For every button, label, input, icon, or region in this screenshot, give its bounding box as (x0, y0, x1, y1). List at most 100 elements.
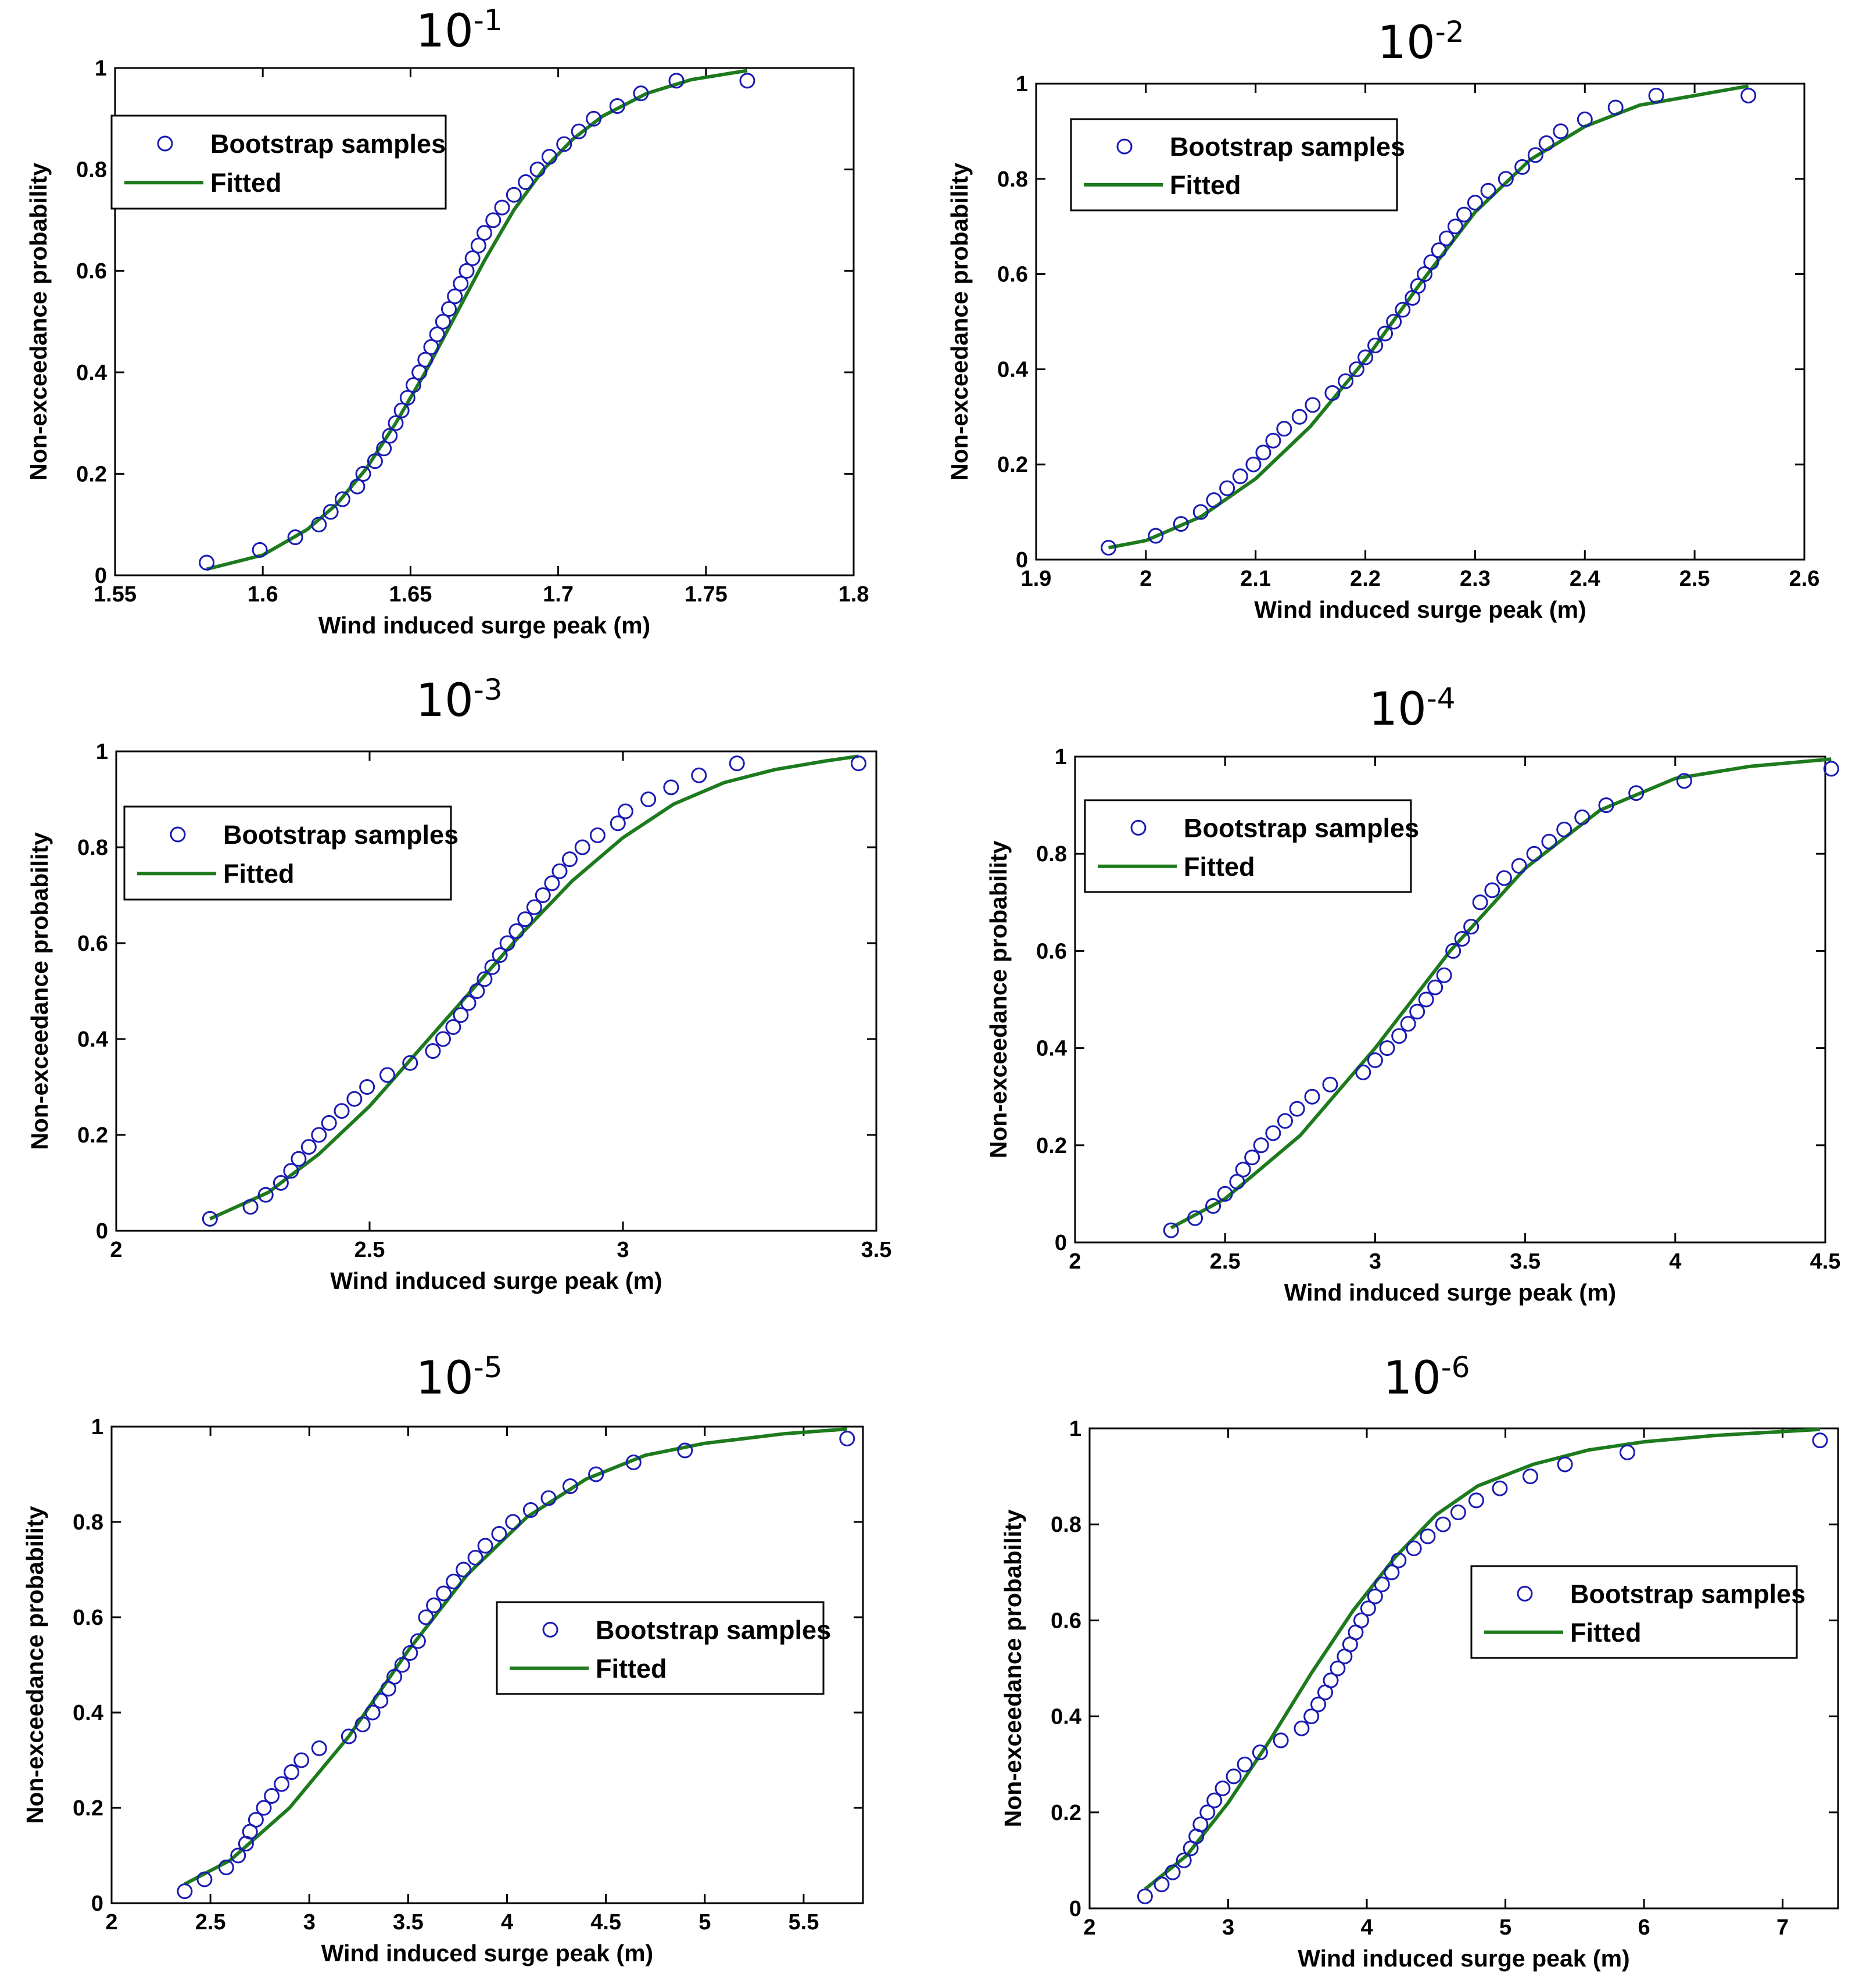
y-tick-label: 0.4 (997, 357, 1028, 382)
bootstrap-sample-point (1436, 967, 1452, 983)
x-tick-label: 1.65 (389, 582, 432, 607)
bootstrap-sample-point (417, 352, 434, 368)
bootstrap-sample-point (1348, 361, 1364, 377)
bootstrap-sample-point (494, 199, 510, 216)
y-tick-label: 1 (1016, 72, 1028, 96)
fitted-curve (1144, 1427, 1821, 1891)
y-tick-label: 0.2 (1036, 1134, 1067, 1158)
fitted-curve (1170, 757, 1832, 1230)
bootstrap-sample-point (1496, 870, 1512, 886)
bootstrap-sample-point (1303, 1708, 1320, 1725)
bootstrap-sample-point (1468, 1492, 1484, 1509)
bootstrap-sample-point (518, 174, 534, 190)
y-tick-label: 0.8 (73, 1510, 103, 1535)
bootstrap-sample-point (561, 851, 578, 868)
bootstrap-sample-point (1244, 1149, 1260, 1166)
legend-box (110, 114, 447, 210)
bootstrap-sample-point (1598, 797, 1614, 814)
y-tick-label: 1 (96, 740, 108, 764)
y-tick-label: 1 (1069, 1417, 1081, 1441)
bootstrap-sample-point (1232, 468, 1248, 485)
legend-marker-samples (1130, 819, 1147, 836)
bootstrap-sample-point (274, 1776, 290, 1792)
panel-title-base: 10 (1369, 683, 1426, 736)
x-tick-label: 2 (105, 1910, 117, 1935)
bootstrap-sample-point (522, 1502, 539, 1518)
bootstrap-sample-point (460, 995, 477, 1011)
legend-box (1084, 799, 1412, 893)
chart-panel-3: 10-3 2 2.5 3 3.5 0 0.2 0.4 0.6 0.8 1 Wind induced s… (26, 673, 891, 1294)
y-tick-label: 0.8 (997, 167, 1028, 192)
bootstrap-sample-point (588, 1466, 604, 1482)
bootstrap-sample-point (1574, 809, 1591, 825)
bootstrap-sample-point (1235, 1162, 1251, 1178)
bootstrap-sample-point (526, 899, 542, 915)
y-axis-label: Non-exceedance probability (1000, 1509, 1026, 1827)
bootstrap-sample-point (492, 947, 508, 963)
y-tick-label: 0.6 (997, 263, 1028, 287)
bootstrap-sample-point (1454, 931, 1470, 947)
panel-title-exponent: -5 (474, 1351, 503, 1384)
y-tick-label: 0.4 (73, 1701, 103, 1725)
y-tick-label: 0 (1055, 1231, 1067, 1255)
bootstrap-sample-point (196, 1871, 213, 1887)
bootstrap-sample-point (1291, 409, 1307, 425)
panel-title: 10-3 (415, 673, 502, 727)
bootstrap-sample-point (1310, 1696, 1327, 1713)
bootstrap-sample-point (484, 959, 500, 975)
y-tick-label: 0.2 (997, 453, 1028, 477)
bootstrap-sample-point (1324, 385, 1341, 401)
bootstrap-sample-point (470, 238, 486, 254)
bootstrap-sample-point (1391, 1028, 1407, 1044)
x-tick-label: 4.5 (590, 1910, 621, 1935)
bootstrap-sample-point (1338, 373, 1354, 389)
y-tick-label: 0 (1016, 548, 1028, 572)
bootstrap-sample-point (1330, 1660, 1346, 1677)
bootstrap-sample-point (382, 428, 398, 444)
y-axis-label: Non-exceedance probability (25, 163, 52, 481)
bootstrap-sample-point (273, 1175, 289, 1191)
bootstrap-sample-point (300, 1139, 317, 1155)
bootstrap-sample-point (529, 162, 546, 178)
bootstrap-sample-point (334, 1103, 350, 1119)
legend-marker-samples (157, 135, 173, 152)
bootstrap-sample-point (467, 1550, 483, 1566)
bootstrap-sample-point (1353, 1612, 1369, 1628)
x-tick-label: 4 (1360, 1915, 1373, 1940)
y-tick-label: 0.2 (77, 1123, 108, 1148)
x-tick-label: 4.5 (1810, 1249, 1841, 1274)
panel-title-base: 10 (415, 1352, 473, 1405)
x-tick-label: 2.1 (1240, 567, 1271, 591)
bootstrap-sample-point (287, 529, 303, 546)
legend-box (1070, 118, 1398, 212)
x-axis-label: Wind induced surge peak (m) (1254, 596, 1586, 623)
bootstrap-sample-point (435, 1031, 451, 1047)
bootstrap-sample-point (640, 791, 657, 807)
y-tick-label: 0.2 (76, 462, 107, 486)
bootstrap-sample-point (1577, 111, 1593, 127)
bootstrap-sample-point (1511, 858, 1527, 874)
panel-title: 10-4 (1369, 682, 1455, 736)
y-tick-label: 0.6 (77, 932, 108, 956)
y-tick-label: 1 (1055, 745, 1067, 769)
bootstrap-sample-point (1323, 1672, 1339, 1689)
bootstrap-sample-point (1374, 1576, 1390, 1592)
bootstrap-sample-point (499, 935, 515, 951)
bootstrap-sample-point (372, 1693, 389, 1708)
bootstrap-sample-point (1395, 302, 1411, 318)
bootstrap-sample-point (1410, 278, 1426, 294)
bootstrap-sample-point (411, 364, 428, 381)
bootstrap-sample-point (610, 815, 626, 832)
bootstrap-sample-point (1431, 242, 1447, 259)
bootstrap-sample-point (1245, 456, 1262, 472)
bootstrap-sample-point (1154, 1876, 1170, 1893)
bootstrap-sample-point (1205, 1198, 1221, 1214)
bootstrap-sample-point (1420, 1528, 1436, 1545)
bootstrap-sample-point (609, 98, 625, 114)
bootstrap-sample-point (1484, 882, 1500, 898)
bootstrap-sample-point (367, 453, 383, 470)
x-tick-label: 2.5 (1210, 1249, 1241, 1274)
chart-panel-2: 10-2 1.9 2 2.1 2.2 2.3 2.4 2.5 2.6 0 0.2 0.4 0.6 0.8 1… (946, 15, 1819, 623)
bootstrap-sample-point (617, 803, 633, 819)
